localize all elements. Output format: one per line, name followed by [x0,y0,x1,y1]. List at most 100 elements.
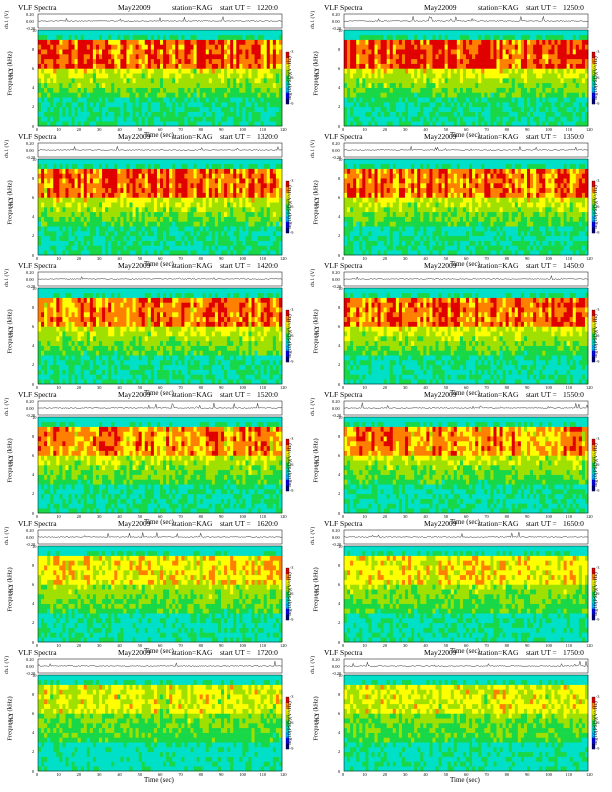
time-tick-label: 20 [382,514,388,519]
time-tick-label: 40 [423,643,428,648]
colorbar-label: log10(PSD)(V²/Hz) [286,185,293,229]
time-tick-label: 90 [525,772,530,777]
panel-date: May22009 [118,261,151,270]
colorbar-label: log10(PSD)(V²/Hz) [592,56,599,100]
time-tick-label: 20 [382,772,388,777]
colorbar-tick-label: -6 [596,75,600,80]
colorbar [592,52,595,105]
panel-title: VLF Spectra [18,648,57,657]
time-tick-label: 40 [423,514,428,519]
time-tick-label: 40 [423,385,428,390]
freq-tick-label: 2 [338,362,341,368]
panel-title: VLF Spectra [18,519,57,528]
spectrogram-chart [343,400,596,514]
voltage-tick-label: 0.20 [332,270,340,275]
colorbar-tick-label: -6 [290,75,294,80]
freq-tick-label: 10 [32,414,37,420]
panel-title: VLF Spectra [324,648,363,657]
time-tick-label: 50 [137,127,143,132]
panel-date: May22009 [424,132,457,141]
time-tick-label: 100 [545,127,552,132]
time-tick-label: 110 [565,256,573,261]
colorbar [286,439,289,492]
time-tick-label: 10 [362,772,367,777]
time-tick-label: 0 [342,256,345,261]
colorbar-tick-label: -9 [290,230,294,235]
panel-start-time: 1320:0 [257,132,278,141]
time-tick-label: 20 [382,643,388,648]
panel-station: station=KAG [172,3,213,12]
time-tick-label: 90 [525,385,530,390]
colorbar [286,697,289,750]
time-tick-label: 90 [219,643,224,648]
freq-tick-label: 2 [32,362,35,368]
time-tick-label: 100 [239,127,246,132]
freq-tick-label: 0 [32,510,35,516]
time-tick-label: 20 [76,514,82,519]
colorbar-tick-label: -9 [596,488,600,493]
panel-start-label: start UT = [526,261,557,270]
waveform-trace [37,276,283,280]
colorbar-tick-label: -3 [596,178,600,183]
spectrogram-panel: VLF Spectra May22009 station=KAG start UT =… [0,390,293,527]
freq-tick-label: 8 [338,562,341,568]
panel-start-time: 1520:0 [257,390,278,399]
time-tick-label: 100 [545,514,552,519]
panel-start-time: 1620:0 [257,519,278,528]
panel-title: VLF Spectra [18,390,57,399]
spectrogram-chart [37,529,290,643]
time-tick-label: 70 [178,514,183,519]
time-tick-label: 110 [259,643,267,648]
freq-tick-label: 10 [338,27,343,33]
voltage-tick-label: 0.20 [26,12,34,17]
panel-start-label: start UT = [220,390,251,399]
freq-tick-label: 8 [32,175,35,181]
freq-tick-label: 2 [32,749,35,755]
voltage-tick-label: 0.00 [332,535,340,540]
freq-tick-label: 2 [338,104,341,110]
time-tick-label: 70 [484,256,489,261]
panel-start-label: start UT = [220,519,251,528]
voltage-tick-label: -0.20 [332,284,342,289]
freq-tick-label: 2 [32,233,35,239]
time-tick-label: 10 [362,256,367,261]
panel-start-label: start UT = [220,132,251,141]
time-tick-label: 20 [76,385,82,390]
time-tick-label: 90 [219,256,224,261]
time-tick-label: 50 [137,772,143,777]
time-tick-label: 60 [464,772,469,777]
spectrogram-chart [343,13,596,127]
waveform-trace [37,15,283,22]
panel-date: May22009 [118,648,151,657]
time-tick-label: 50 [137,514,143,519]
panel-station: station=KAG [172,390,213,399]
time-tick-label: 120 [586,127,593,132]
spectrogram-panel: VLF Spectra May22009 station=KAG start UT =… [306,3,600,140]
freq-tick-label: 6 [32,65,35,71]
freq-tick-label: 4 [32,343,35,349]
freq-tick-label: 10 [338,543,343,549]
freq-tick-label: 4 [338,472,341,478]
panel-start-label: start UT = [526,132,557,141]
freq-tick-label: 6 [338,323,341,329]
freq-tick-label: 6 [338,65,341,71]
time-axis-label: Time (sec) [144,389,174,397]
time-tick-label: 30 [97,772,102,777]
time-tick-label: 50 [137,643,143,648]
spectrogram-chart [37,142,290,256]
voltage-tick-label: 0.00 [26,277,34,282]
voltage-tick-label: -0.20 [26,413,36,418]
panel-start-time: 1450:0 [563,261,584,270]
freq-tick-label: 2 [338,233,341,239]
panel-date: May22009 [118,519,151,528]
time-tick-label: 100 [239,385,246,390]
panel-title: VLF Spectra [324,519,363,528]
panel-date: May22009 [424,3,457,12]
time-tick-label: 120 [586,256,593,261]
spectrogram-panel: VLF Spectra May22009 station=KAG start UT =… [0,132,294,269]
time-tick-label: 30 [403,256,408,261]
voltage-tick-label: 0.20 [332,141,340,146]
freq-tick-label: 6 [32,710,35,716]
time-tick-label: 90 [525,643,530,648]
time-tick-label: 80 [198,514,204,519]
